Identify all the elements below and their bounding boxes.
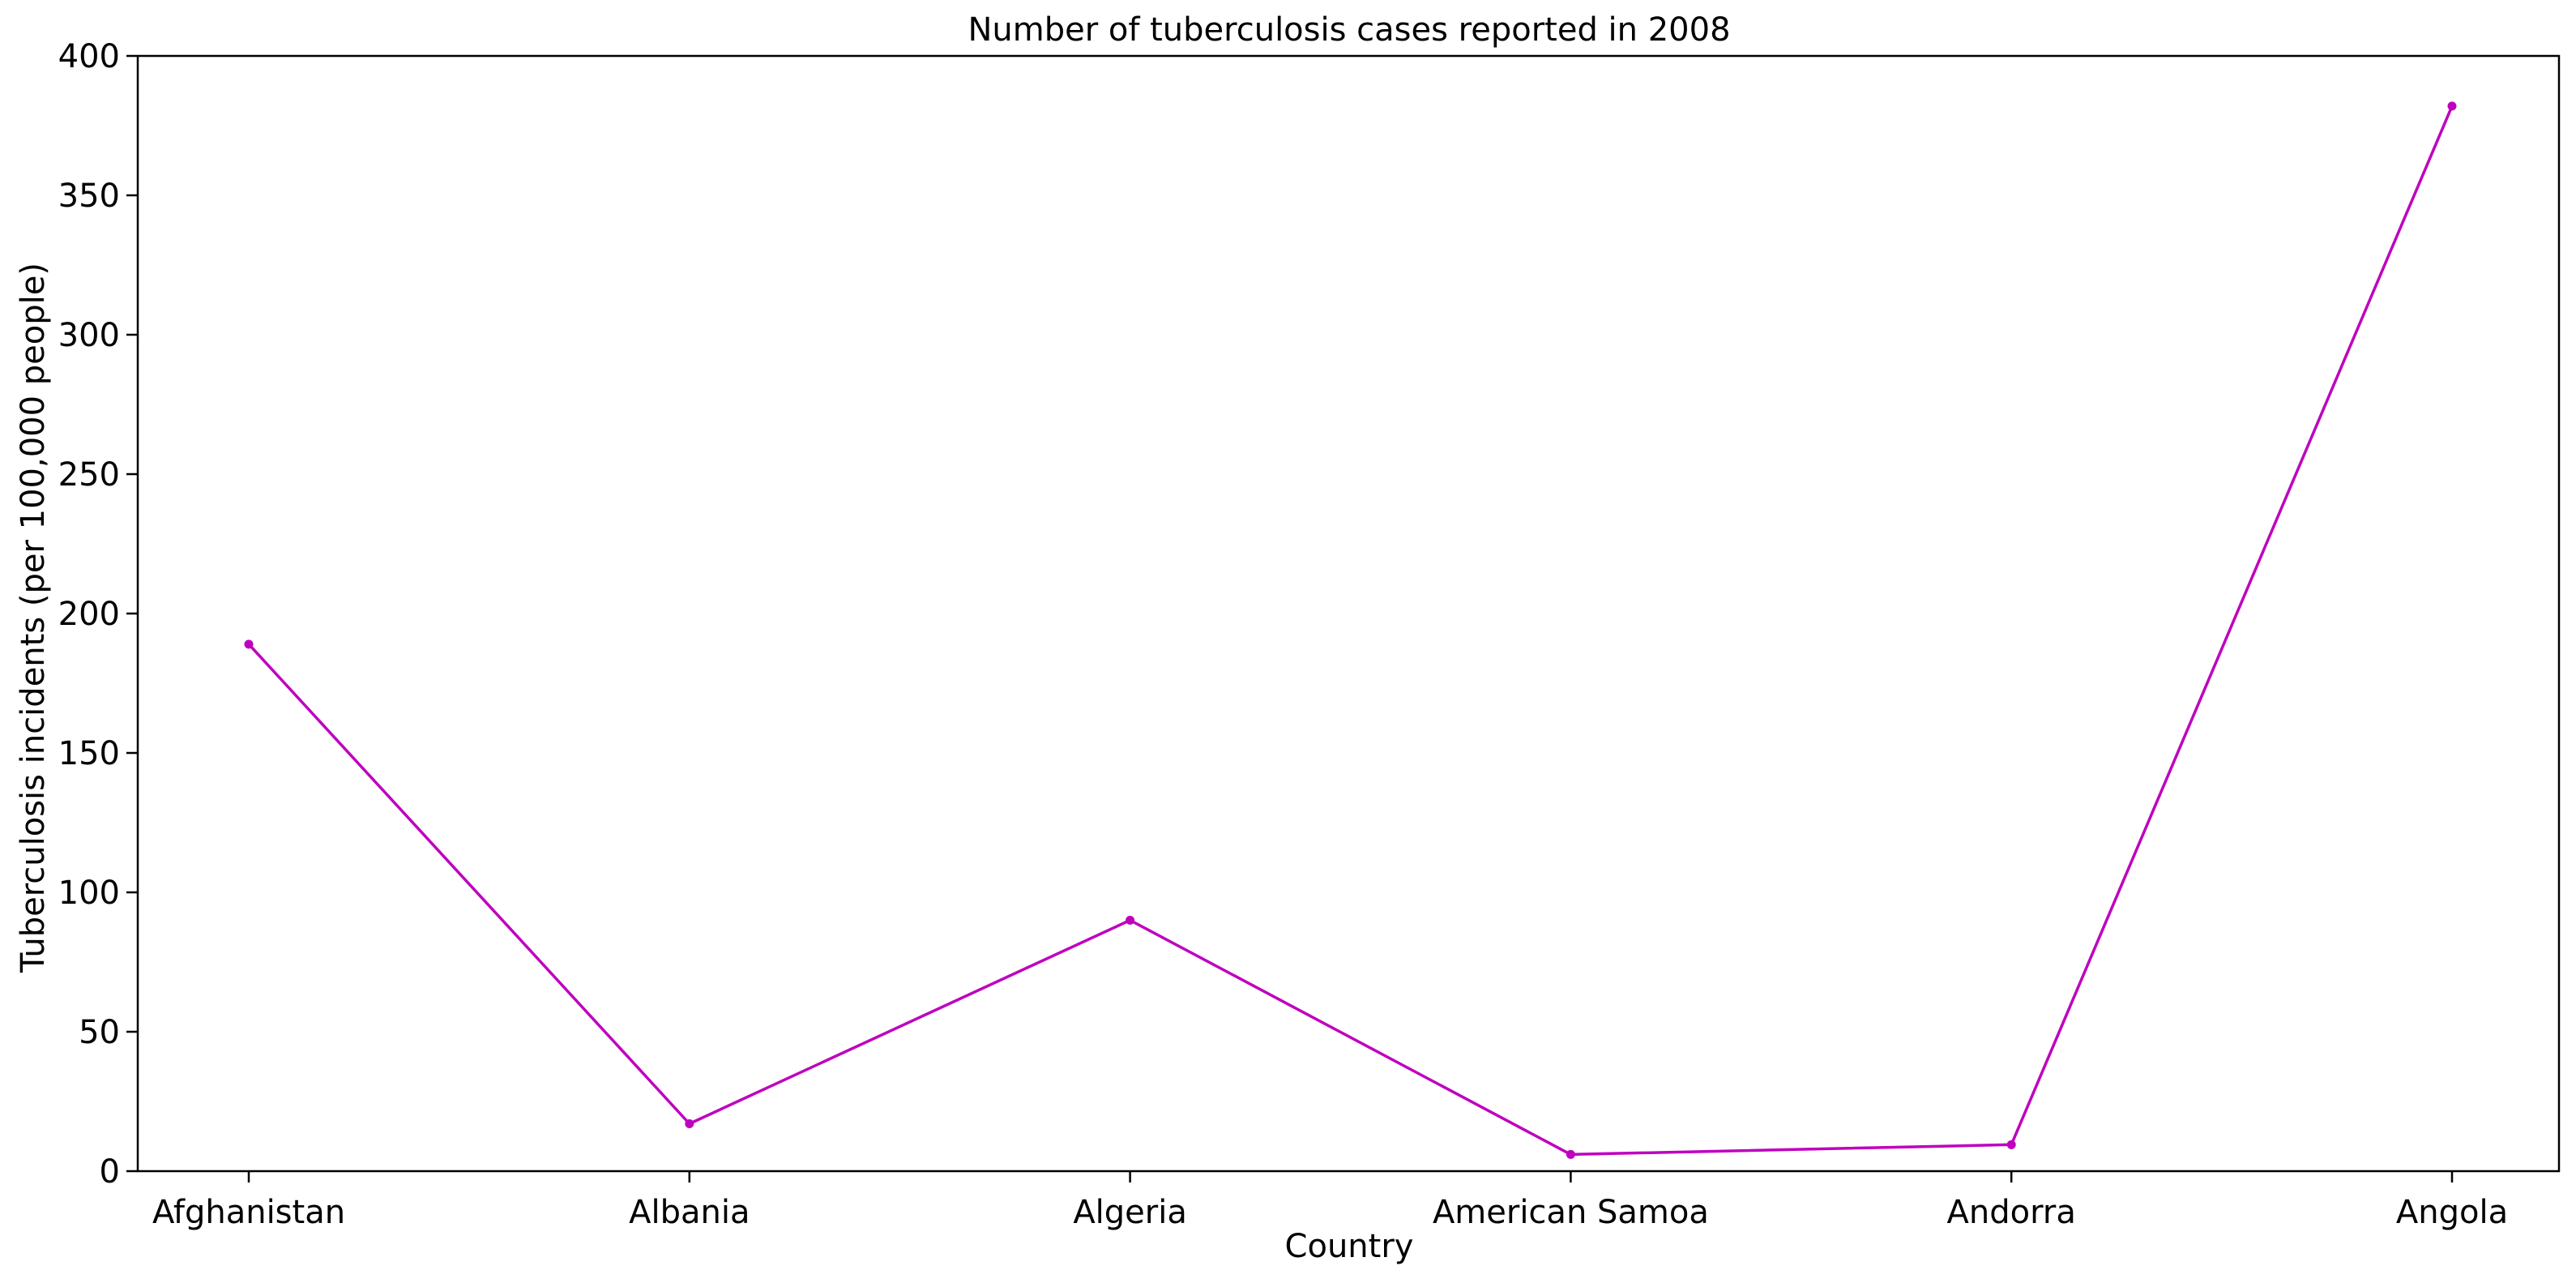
- y-tick-label: 250: [58, 456, 120, 494]
- y-tick-label: 50: [79, 1014, 120, 1051]
- y-tick-label: 200: [58, 596, 120, 633]
- series-line: [247, 105, 2454, 1157]
- x-tick-label: Afghanistan: [152, 1194, 345, 1231]
- y-tick-label: 100: [58, 875, 120, 912]
- x-tick-label: American Samoa: [1433, 1194, 1709, 1231]
- data-point: [1566, 1149, 1575, 1159]
- data-point: [244, 639, 254, 649]
- x-axis-title: Country: [1285, 1228, 1414, 1265]
- plot-frame: [136, 54, 2561, 1173]
- y-tick-label: 400: [58, 38, 120, 75]
- x-tick-label: Angola: [2396, 1194, 2508, 1231]
- y-axis-title: Tuberculosis incidents (per 100,000 peop…: [15, 263, 52, 973]
- x-tick-label: Algeria: [1073, 1194, 1187, 1231]
- plot-area: 0 50 100 150 200 250 300 350 400 Afghanistan Alban…: [58, 38, 2561, 1231]
- data-point: [685, 1119, 694, 1129]
- chart-title: Number of tuberculosis cases reported in…: [968, 11, 1730, 49]
- y-tick-label: 150: [58, 735, 120, 772]
- x-tick-label: Andorra: [1947, 1194, 2076, 1231]
- data-point: [1126, 915, 1135, 925]
- y-tick-label: 0: [100, 1153, 120, 1191]
- data-point: [2447, 101, 2457, 111]
- x-tick-label: Albania: [629, 1194, 750, 1231]
- y-tick-label: 350: [58, 177, 120, 215]
- data-point: [2006, 1140, 2016, 1149]
- y-tick-label: 300: [58, 317, 120, 354]
